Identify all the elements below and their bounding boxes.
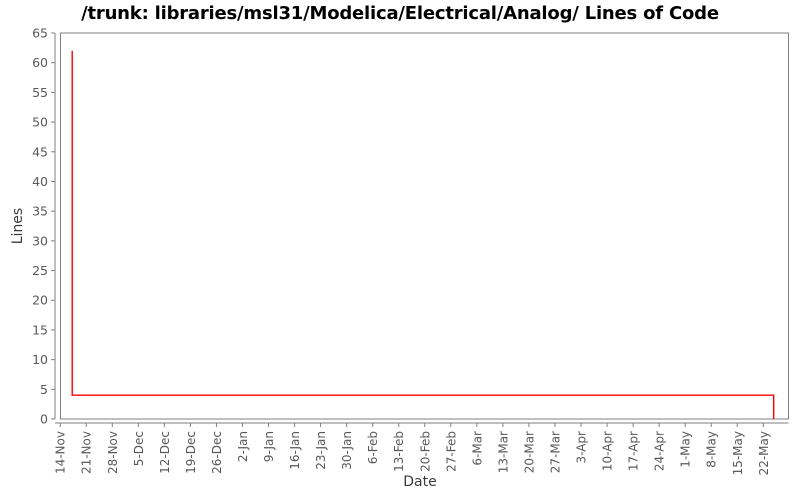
plot-border (60, 32, 789, 420)
x-tick-label: 8-May (705, 431, 719, 468)
y-tick-label: 30 (32, 233, 48, 248)
x-tick-label: 2-Jan (236, 431, 250, 462)
x-tick-label: 19-Dec (184, 431, 198, 474)
x-tick-label: 1-May (679, 431, 693, 468)
y-tick-label: 65 (32, 26, 48, 41)
y-tick-label: 35 (32, 204, 48, 219)
x-tick-label: 12-Dec (158, 431, 172, 474)
x-tick-label: 26-Dec (210, 431, 224, 474)
series-line (71, 50, 775, 419)
x-tick-label: 28-Nov (106, 431, 120, 474)
y-tick-label: 45 (32, 144, 48, 159)
x-tick-label: 6-Feb (366, 431, 380, 464)
x-tick-label: 22-May (757, 431, 771, 475)
y-tick-label: 60 (32, 55, 48, 70)
x-tick-label: 30-Jan (340, 431, 354, 470)
x-tick-label: 3-Apr (575, 431, 589, 464)
y-tick-label: 25 (32, 263, 48, 278)
chart-title: /trunk: libraries/msl31/Modelica/Electri… (81, 3, 719, 24)
x-tick-label: 5-Dec (132, 431, 146, 466)
y-tick-label: 40 (32, 174, 48, 189)
x-tick-label: 21-Nov (80, 431, 94, 474)
y-tick-label: 15 (32, 322, 48, 337)
x-tick-label: 23-Jan (314, 431, 328, 470)
x-tick-label: 10-Apr (601, 431, 615, 471)
x-tick-label: 27-Mar (548, 431, 562, 473)
x-tick-label: 15-May (731, 431, 745, 475)
x-tick-label: 9-Jan (262, 431, 276, 462)
x-tick-label: 17-Apr (627, 431, 641, 471)
x-tick-label: 16-Jan (288, 431, 302, 470)
x-tick-label: 20-Mar (522, 431, 536, 473)
x-tick-label: 6-Mar (470, 431, 484, 466)
y-tick-label: 5 (40, 382, 48, 397)
x-tick-label: 27-Feb (444, 431, 458, 472)
x-tick-label: 20-Feb (418, 431, 432, 472)
x-tick-label: 24-Apr (653, 431, 667, 471)
y-tick-label: 50 (32, 115, 48, 130)
y-tick-label: 10 (32, 352, 48, 367)
y-axis-title: Lines (10, 207, 26, 245)
y-tick-label: 20 (32, 293, 48, 308)
y-tick-label: 0 (40, 412, 48, 427)
x-tick-label: 13-Mar (496, 431, 510, 473)
y-tick-label: 55 (32, 85, 48, 100)
x-axis-title: Date (403, 474, 437, 490)
x-tick-label: 14-Nov (54, 431, 68, 474)
x-tick-label: 13-Feb (392, 431, 406, 472)
